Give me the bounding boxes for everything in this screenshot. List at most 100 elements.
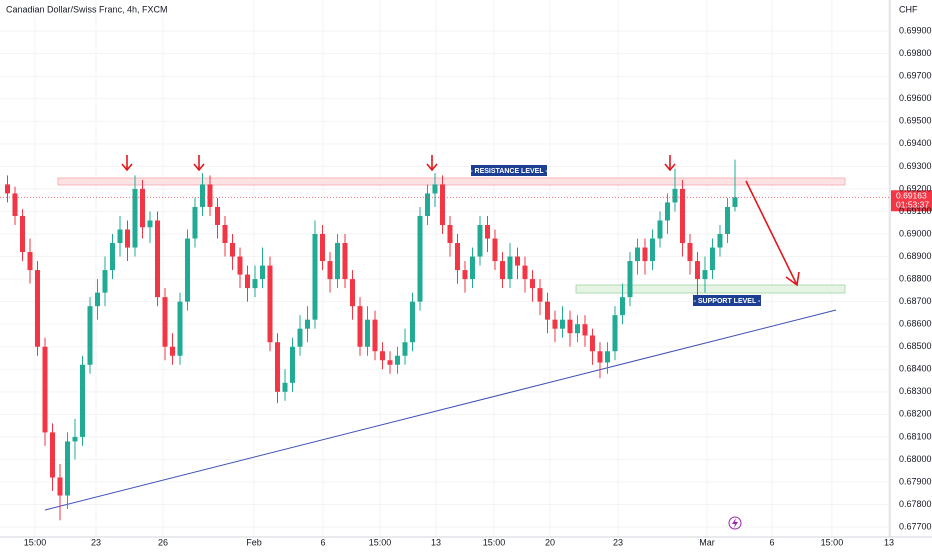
candle-body (169, 346, 175, 356)
x-tick-label: 23 (91, 537, 101, 547)
projection-arrow (745, 180, 800, 287)
y-tick-label: 0.68300 (899, 386, 932, 396)
candle-body (649, 238, 655, 262)
candle-body (109, 243, 115, 271)
y-tick-label: 0.69600 (899, 93, 932, 103)
candle-body (642, 247, 648, 262)
x-tick-label: 20 (545, 537, 555, 547)
candle-body (672, 188, 678, 203)
candle-body (34, 270, 40, 347)
candle-body (237, 256, 243, 275)
candle-body (342, 243, 348, 280)
candle-body (312, 234, 318, 320)
candle-body (64, 441, 70, 496)
candle-body (184, 238, 190, 302)
candle-body (619, 297, 625, 316)
x-tick-label: 15:00 (369, 537, 392, 547)
candle-body (597, 351, 603, 363)
candle-body (154, 220, 160, 298)
candle-body (207, 184, 213, 207)
y-tick-label: 0.69500 (899, 116, 932, 126)
candle-body (709, 247, 715, 271)
arrows (121, 155, 800, 287)
candle-body (147, 220, 153, 228)
candle-body (477, 224, 483, 257)
candle-body (102, 270, 108, 293)
y-tick-label: 0.69200 (899, 183, 932, 193)
candle-body (49, 432, 55, 478)
currency-label: CHF (899, 4, 918, 14)
y-tick-label: 0.69400 (899, 138, 932, 148)
y-tick-label: 0.68700 (899, 296, 932, 306)
x-tick-label: 6 (321, 537, 326, 547)
candle-body (694, 261, 700, 280)
candle-body (42, 346, 48, 433)
candle-body (139, 188, 145, 228)
y-tick-label: 0.69000 (899, 228, 932, 238)
candle-body (702, 270, 708, 280)
candle-body (177, 301, 183, 356)
y-tick-label: 0.69300 (899, 161, 932, 171)
y-tick-label: 0.69900 (899, 25, 932, 35)
candle-body (304, 319, 310, 329)
candle-body (657, 220, 663, 239)
candle-body (357, 306, 363, 347)
x-tick-label: 15:00 (483, 537, 506, 547)
candle-body (372, 319, 378, 352)
candles (4, 159, 738, 521)
candle-body (582, 324, 588, 336)
candle-body (589, 335, 595, 352)
candle-body (19, 215, 25, 253)
candle-body (282, 382, 288, 392)
candle-body (552, 319, 558, 329)
support-label-box (693, 295, 761, 306)
candle-body (529, 279, 535, 289)
candle-body (229, 243, 235, 257)
candle-body (124, 229, 130, 248)
x-tick-label: 23 (613, 537, 623, 547)
candle-body (507, 256, 513, 280)
candle-body (162, 297, 168, 347)
candle-body (289, 346, 295, 383)
candle-body (432, 184, 438, 194)
candle-body (627, 261, 633, 298)
down-arrow (426, 155, 438, 172)
candle-body (379, 351, 385, 361)
event-icon-bolt (732, 518, 738, 528)
candle-body (439, 184, 445, 225)
candle-body (424, 193, 430, 216)
candle-body (87, 306, 93, 365)
candle-body (499, 261, 505, 280)
candle-body (12, 193, 18, 216)
event-icon[interactable] (728, 516, 742, 530)
candle-body (454, 243, 460, 271)
candle-body (274, 342, 280, 392)
candle-body (574, 324, 580, 334)
countdown-label: 01:53:37 (896, 200, 929, 210)
candle-body (192, 206, 198, 239)
candle-body (687, 243, 693, 262)
x-tick-label: 6 (769, 537, 774, 547)
chart-title: Canadian Dollar/Swiss Franc, 4h, FXCM (6, 4, 168, 14)
x-tick-label: 26 (158, 537, 168, 547)
resistance-label-box (471, 165, 547, 176)
candle-body (244, 274, 250, 289)
y-tick-label: 0.69700 (899, 71, 932, 81)
candle-body (259, 265, 265, 280)
candle-body (634, 247, 640, 262)
candle-body (612, 315, 618, 352)
candle-body (409, 301, 415, 343)
y-tick-label: 0.68500 (899, 341, 932, 351)
y-tick-label: 0.68400 (899, 364, 932, 374)
candle-body (679, 188, 685, 244)
x-tick-label: Feb (246, 537, 262, 547)
y-tick-label: 0.67800 (899, 499, 932, 509)
candle-body (94, 292, 100, 307)
candle-body (484, 224, 490, 239)
candle-body (57, 477, 63, 496)
down-arrow (193, 155, 205, 172)
y-tick-label: 0.68600 (899, 319, 932, 329)
y-tick-label: 0.68200 (899, 409, 932, 419)
down-arrow (121, 155, 133, 172)
